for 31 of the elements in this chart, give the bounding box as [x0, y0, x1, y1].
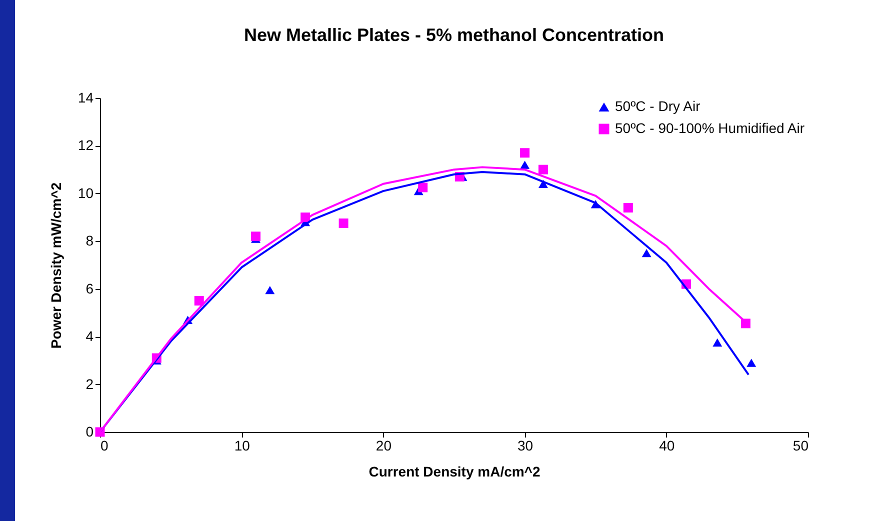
legend-label: 50ºC - Dry Air	[615, 98, 701, 114]
point	[194, 296, 204, 306]
point	[642, 248, 652, 258]
y-tick-label: 2	[86, 376, 94, 392]
x-tick-label: 20	[376, 438, 392, 454]
point	[746, 358, 756, 367]
point	[520, 160, 530, 169]
point	[538, 164, 548, 174]
y-tick-label: 8	[86, 232, 94, 249]
y-tick-label: 4	[86, 328, 94, 344]
x-tick-label: 10	[234, 438, 250, 454]
point	[265, 286, 275, 294]
x-axis-title: Current Density mA/cm^2	[368, 464, 540, 480]
x-tick-label: 40	[659, 438, 675, 454]
y-axis-title: Power Density mW/cm^2	[48, 182, 64, 349]
x-tick-label: 0	[100, 438, 108, 454]
point	[338, 218, 348, 228]
chart-title: New Metallic Plates - 5% methanol Concentration	[244, 25, 664, 45]
legend-label: 50ºC - 90-100% Humidified Air	[615, 120, 805, 136]
x-tick-label: 30	[518, 438, 534, 454]
point	[520, 148, 530, 158]
point	[251, 232, 261, 242]
y-tick-label: 10	[78, 184, 94, 201]
point	[418, 182, 428, 192]
y-tick-label: 0	[86, 424, 94, 440]
y-tick-label: 12	[78, 137, 94, 154]
x-tick-label: 50	[792, 438, 809, 454]
point	[712, 338, 722, 347]
point	[623, 203, 633, 212]
y-tick-label: 6	[86, 280, 94, 296]
y-tick-label: 14	[78, 90, 94, 106]
